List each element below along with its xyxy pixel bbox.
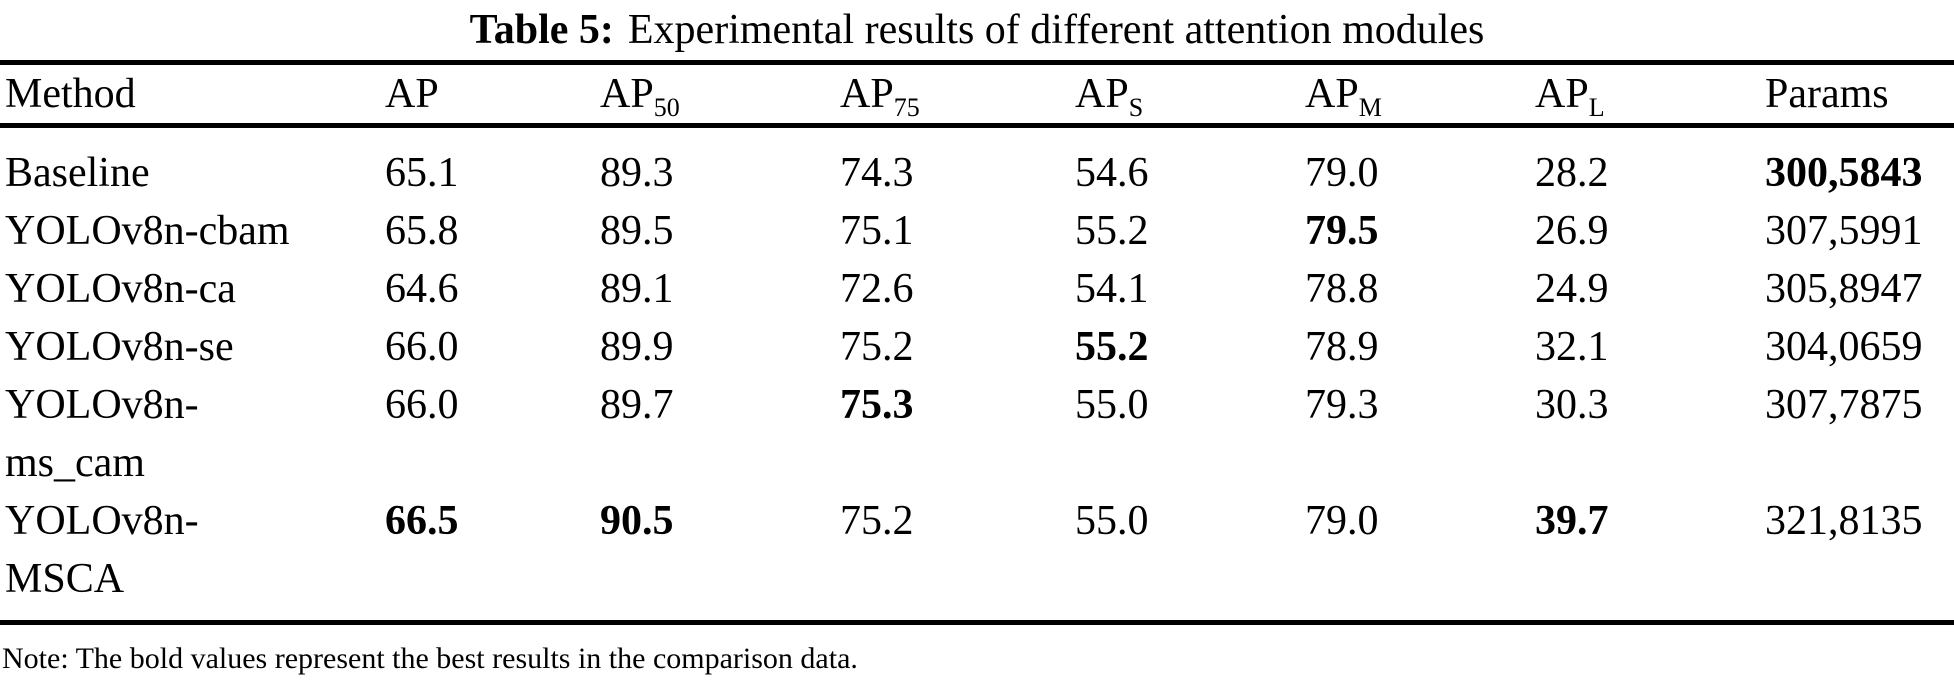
value-cell: 55.0 [1075, 498, 1149, 544]
value-cell: 305,8947 [1765, 266, 1923, 312]
column-header-ap50: AP50 [600, 62, 840, 128]
column-header-subscript: M [1358, 93, 1382, 122]
column-header-label: AP [1075, 71, 1129, 117]
table-caption-number: Table 5: [469, 7, 614, 53]
value-cell: 30.3 [1535, 382, 1609, 428]
value-cell: 304,0659 [1765, 324, 1923, 370]
column-header-label: AP [1305, 71, 1359, 117]
column-header-subscript: 50 [653, 93, 680, 122]
value-cell: 75.1 [840, 208, 914, 254]
method-cell: YOLOv8n- MSCA [5, 498, 199, 602]
results-table: Method AP AP50 AP75 APS APM APL Params Baseline… [0, 60, 1954, 625]
column-header-label: AP [1535, 71, 1589, 117]
column-header-subscript: 75 [893, 93, 920, 122]
value-cell: 79.5 [1305, 208, 1379, 254]
table-row: Baseline 65.1 89.3 74.3 54.6 79.0 28.2 300,5843 [0, 126, 1954, 203]
header-row: Method AP AP50 AP75 APS APM APL Params [0, 62, 1954, 128]
column-header-label: AP [840, 71, 894, 117]
method-cell: Baseline [5, 150, 150, 196]
value-cell: 66.0 [385, 382, 459, 428]
value-cell: 64.6 [385, 266, 459, 312]
value-cell: 307,7875 [1765, 382, 1923, 428]
value-cell: 79.0 [1305, 498, 1379, 544]
value-cell: 66.5 [385, 498, 459, 544]
table-row: YOLOv8n- MSCA 66.5 90.5 75.2 55.0 79.0 39.7 321… [0, 492, 1954, 623]
column-header-ap: AP [385, 62, 600, 128]
value-cell: 55.2 [1075, 208, 1149, 254]
table-caption: Table 5: Experimental results of differen… [0, 0, 1954, 60]
column-header-params: Params [1765, 62, 1954, 128]
value-cell: 89.1 [600, 266, 674, 312]
value-cell: 89.7 [600, 382, 674, 428]
value-cell: 89.3 [600, 150, 674, 196]
value-cell: 78.8 [1305, 266, 1379, 312]
column-header-label: AP [600, 71, 654, 117]
table-row: YOLOv8n-ca 64.6 89.1 72.6 54.1 78.8 24.9 305,89… [0, 260, 1954, 318]
method-cell: YOLOv8n-cbam [5, 208, 290, 254]
column-header-ap75: AP75 [840, 62, 1075, 128]
value-cell: 26.9 [1535, 208, 1609, 254]
value-cell: 89.9 [600, 324, 674, 370]
column-header-method: Method [0, 62, 385, 128]
value-cell: 54.1 [1075, 266, 1149, 312]
value-cell: 75.3 [840, 382, 914, 428]
table-row: YOLOv8n-se 66.0 89.9 75.2 55.2 78.9 32.1 304,06… [0, 318, 1954, 376]
value-cell: 55.0 [1075, 382, 1149, 428]
value-cell: 39.7 [1535, 498, 1609, 544]
value-cell: 32.1 [1535, 324, 1609, 370]
table-row: YOLOv8n- ms_cam 66.0 89.7 75.3 55.0 79.3 30.3 3… [0, 376, 1954, 492]
value-cell: 89.5 [600, 208, 674, 254]
value-cell: 307,5991 [1765, 208, 1923, 254]
method-cell: YOLOv8n-ca [5, 266, 236, 312]
value-cell: 54.6 [1075, 150, 1149, 196]
value-cell: 79.3 [1305, 382, 1379, 428]
table-caption-text: Experimental results of different attent… [627, 7, 1485, 53]
value-cell: 300,5843 [1765, 150, 1923, 196]
column-header-subscript: L [1588, 93, 1605, 122]
column-header-apm: APM [1305, 62, 1535, 128]
column-header-label: AP [385, 71, 439, 117]
table-body: Baseline 65.1 89.3 74.3 54.6 79.0 28.2 300,5843… [0, 126, 1954, 623]
value-cell: 72.6 [840, 266, 914, 312]
value-cell: 28.2 [1535, 150, 1609, 196]
value-cell: 55.2 [1075, 324, 1149, 370]
column-header-apl: APL [1535, 62, 1765, 128]
value-cell: 79.0 [1305, 150, 1379, 196]
column-header-label: Method [5, 71, 136, 117]
value-cell: 75.2 [840, 498, 914, 544]
value-cell: 90.5 [600, 498, 674, 544]
value-cell: 66.0 [385, 324, 459, 370]
column-header-subscript: S [1128, 93, 1144, 122]
value-cell: 321,8135 [1765, 498, 1923, 544]
table-row: YOLOv8n-cbam 65.8 89.5 75.1 55.2 79.5 26.9 307,… [0, 202, 1954, 260]
value-cell: 75.2 [840, 324, 914, 370]
table-note: Note: The bold values represent the best… [2, 642, 858, 675]
value-cell: 74.3 [840, 150, 914, 196]
table-header: Method AP AP50 AP75 APS APM APL Params [0, 62, 1954, 128]
value-cell: 65.8 [385, 208, 459, 254]
value-cell: 78.9 [1305, 324, 1379, 370]
value-cell: 65.1 [385, 150, 459, 196]
method-cell: YOLOv8n-se [5, 324, 234, 370]
value-cell: 24.9 [1535, 266, 1609, 312]
column-header-aps: APS [1075, 62, 1305, 128]
method-cell: YOLOv8n- ms_cam [5, 382, 199, 486]
column-header-label: Params [1765, 71, 1889, 117]
